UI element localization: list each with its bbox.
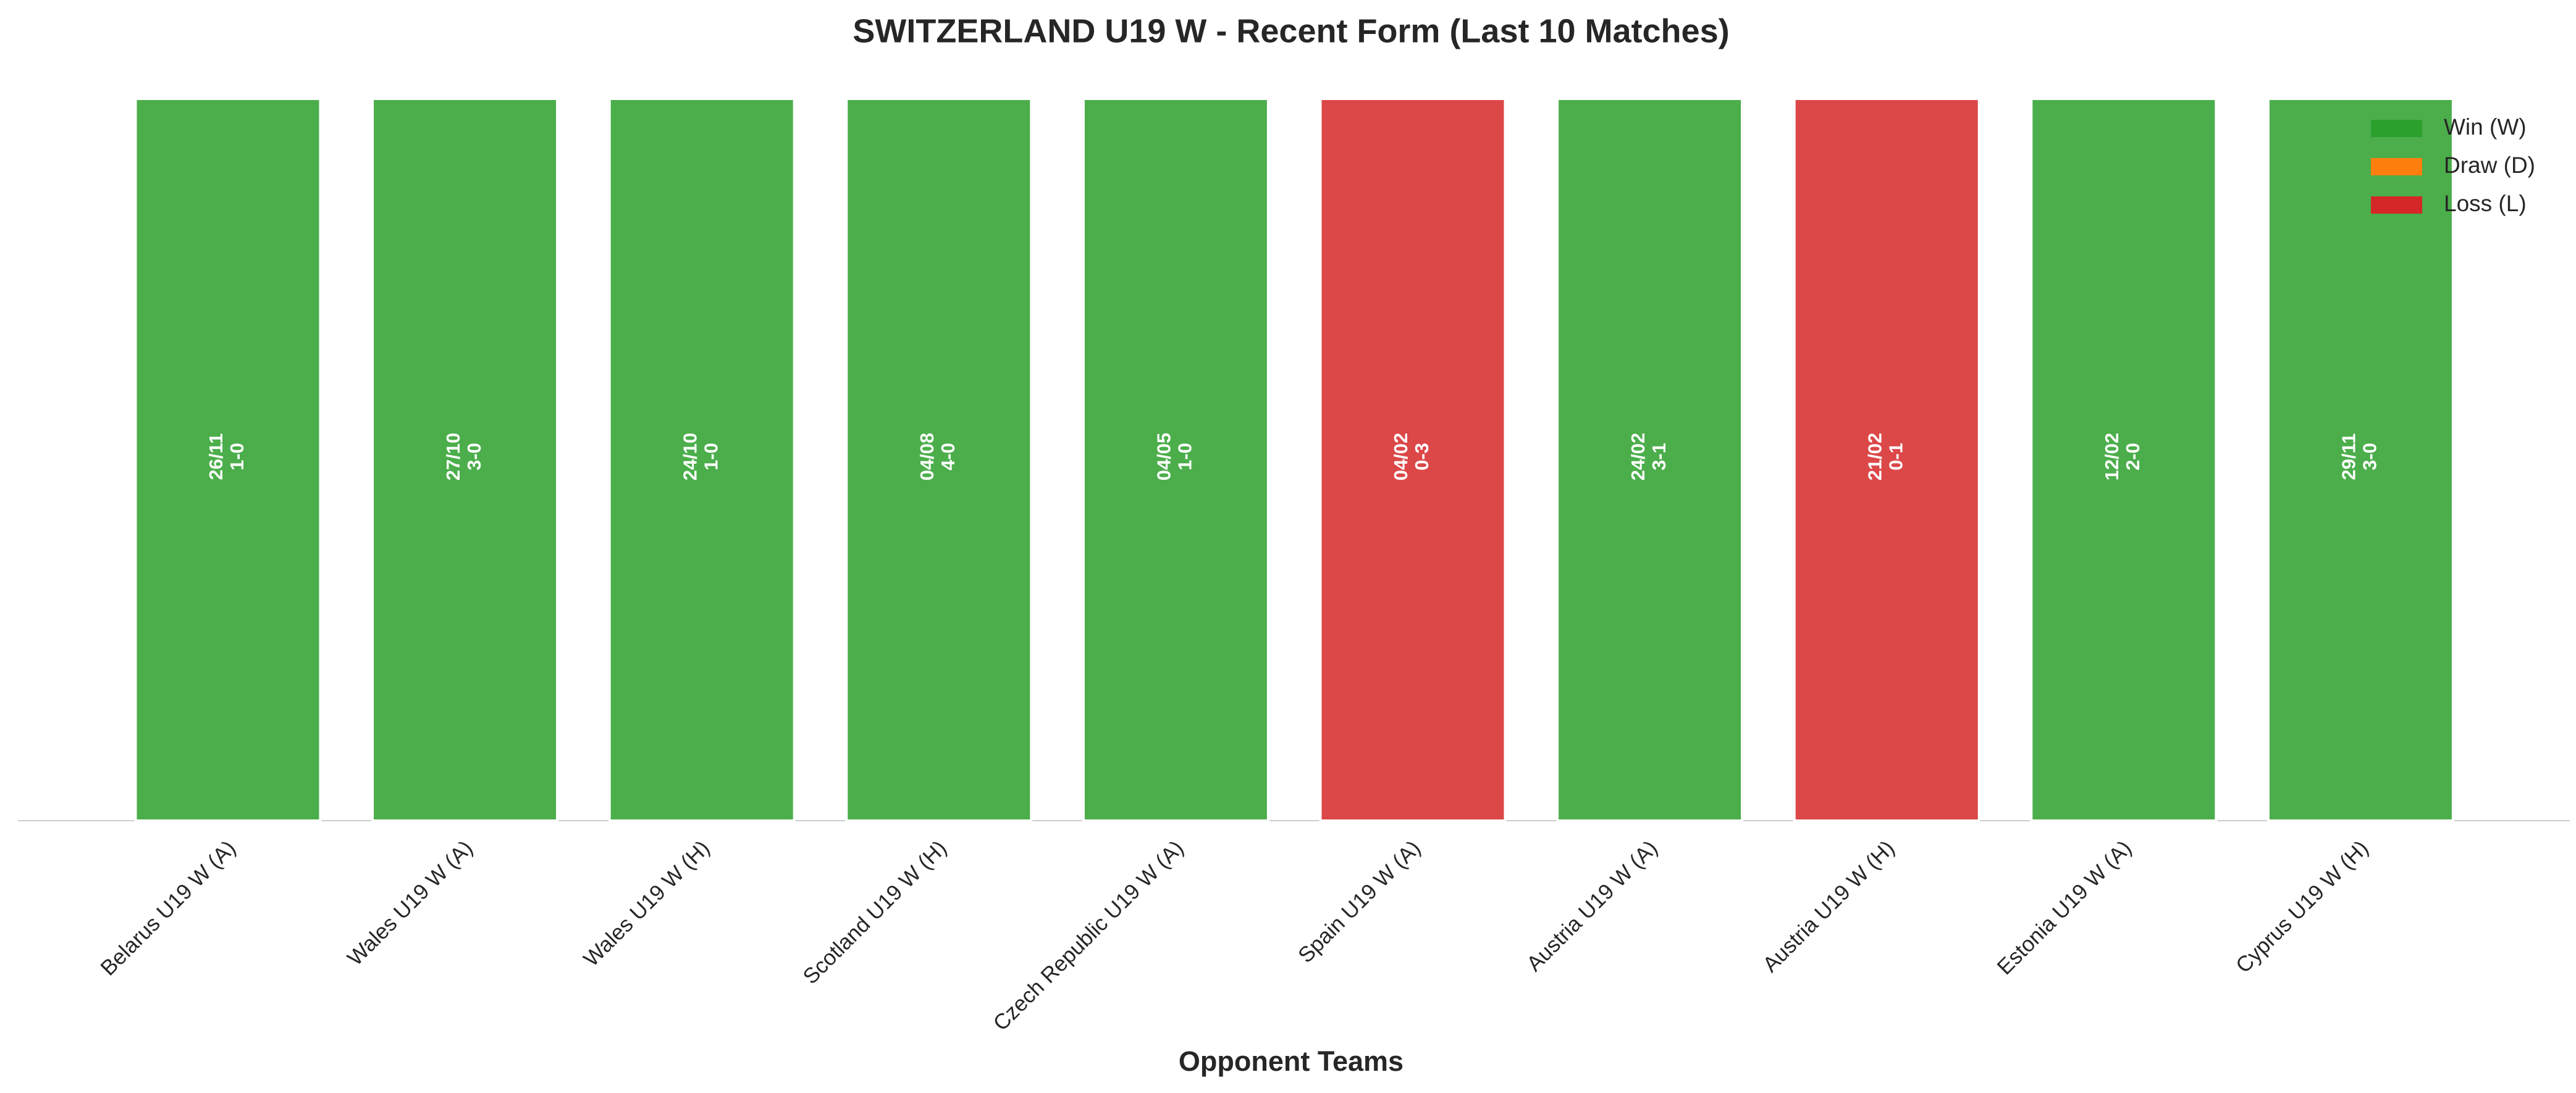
legend-label: Loss (L) bbox=[2444, 191, 2527, 216]
bar-date-label: 04/05 bbox=[1153, 433, 1175, 481]
x-tick-label: Austria U19 W (A) bbox=[1522, 836, 1662, 976]
legend-label: Win (W) bbox=[2444, 114, 2527, 140]
chart-title: SWITZERLAND U19 W - Recent Form (Last 10… bbox=[852, 12, 1729, 49]
bar-score-label: 4-0 bbox=[937, 443, 959, 471]
x-tick-label: Cyprus U19 W (H) bbox=[2231, 836, 2373, 978]
bar-score-label: 3-1 bbox=[1648, 443, 1670, 471]
bar-score-label: 3-0 bbox=[463, 443, 485, 471]
bar-score-label: 2-0 bbox=[2122, 443, 2144, 471]
bar-date-label: 29/11 bbox=[2338, 433, 2360, 480]
bar-date-label: 24/10 bbox=[679, 433, 701, 481]
bar-date-label: 04/02 bbox=[1390, 433, 1412, 481]
bar bbox=[845, 98, 1033, 822]
bar-date-label: 04/08 bbox=[916, 433, 938, 481]
bar-date-label: 12/02 bbox=[2101, 433, 2123, 481]
bar bbox=[134, 98, 322, 822]
bar bbox=[608, 98, 796, 822]
bar-date-label: 27/10 bbox=[442, 433, 464, 481]
bar-date-label: 21/02 bbox=[1864, 433, 1885, 481]
bar bbox=[2267, 98, 2454, 822]
bar bbox=[1319, 98, 1507, 822]
x-tick-label: Czech Republic U19 W (A) bbox=[988, 836, 1188, 1036]
bar-date-label: 24/02 bbox=[1627, 433, 1649, 481]
legend-swatch bbox=[2371, 120, 2422, 137]
bar-date-label: 26/11 bbox=[205, 433, 227, 480]
bar-score-label: 1-0 bbox=[1174, 443, 1196, 471]
bar-score-label: 1-0 bbox=[700, 443, 722, 471]
x-tick-label: Spain U19 W (A) bbox=[1294, 836, 1425, 968]
bar bbox=[1556, 98, 1744, 822]
legend-swatch bbox=[2371, 196, 2422, 214]
bar-score-label: 1-0 bbox=[226, 443, 248, 471]
x-tick-label: Estonia U19 W (A) bbox=[1992, 836, 2136, 980]
bar-score-label: 0-1 bbox=[1885, 443, 1906, 471]
x-tick-label: Scotland U19 W (H) bbox=[798, 836, 951, 989]
x-axis-label: Opponent Teams bbox=[1179, 1045, 1404, 1077]
bar-score-label: 0-3 bbox=[1411, 443, 1433, 471]
bar bbox=[1082, 98, 1269, 822]
x-tick-label: Austria U19 W (H) bbox=[1758, 836, 1899, 977]
x-tick-label: Wales U19 W (H) bbox=[579, 836, 714, 971]
bar-score-label: 3-0 bbox=[2359, 443, 2381, 471]
legend-swatch bbox=[2371, 158, 2422, 175]
legend-label: Draw (D) bbox=[2444, 153, 2535, 178]
bar bbox=[1793, 98, 1980, 822]
bar bbox=[2030, 98, 2218, 822]
bar bbox=[371, 98, 559, 822]
x-tick-label: Wales U19 W (A) bbox=[343, 836, 478, 971]
x-tick-label: Belarus U19 W (A) bbox=[96, 836, 240, 981]
